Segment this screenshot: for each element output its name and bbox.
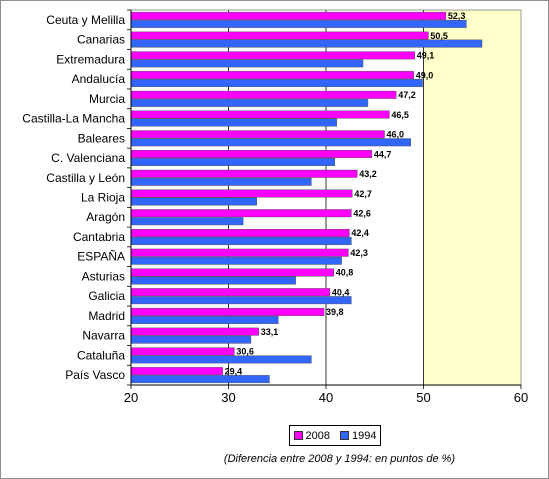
category-label-11: Cantabria xyxy=(73,230,125,244)
data-label-2008-5: 46,5 xyxy=(391,110,409,120)
data-label-2008-2: 49,1 xyxy=(417,51,435,61)
category-label-13: Asturias xyxy=(82,269,125,283)
data-label-2008-4: 47,2 xyxy=(398,90,416,100)
data-label-2008-10: 42,6 xyxy=(353,208,371,218)
bar-1994-18 xyxy=(130,375,270,384)
bar-2008-5 xyxy=(130,110,390,119)
chart-note: (Diferencia entre 2008 y 1994: en puntos… xyxy=(223,453,456,465)
category-label-0: Ceuta y Melilla xyxy=(46,13,125,27)
data-label-2008-16: 33,1 xyxy=(261,327,279,337)
bar-2008-4 xyxy=(130,90,397,99)
x-tick-label-20: 20 xyxy=(124,390,138,405)
plot-area-right xyxy=(423,10,521,385)
bar-2008-12 xyxy=(130,248,349,257)
bar-1994-1 xyxy=(130,39,483,48)
bar-1994-17 xyxy=(130,355,312,364)
bar-1994-11 xyxy=(130,237,352,245)
legend-item-1994: 1994 xyxy=(340,430,376,442)
category-label-8: Castilla y León xyxy=(46,171,125,185)
bar-2008-14 xyxy=(130,288,331,297)
category-label-7: C. Valenciana xyxy=(51,151,125,165)
bar-1994-2 xyxy=(130,59,364,68)
legend-label-1994: 1994 xyxy=(352,429,377,442)
bar-2008-17 xyxy=(130,347,235,356)
category-label-18: País Vasco xyxy=(65,368,125,382)
bar-2008-0 xyxy=(130,11,447,20)
data-label-2008-6: 46,0 xyxy=(387,130,405,140)
x-tick-label-30: 30 xyxy=(221,390,235,405)
bar-1994-14 xyxy=(130,296,352,305)
legend-label-2008: 2008 xyxy=(305,429,330,442)
legend-swatch-1994 xyxy=(340,431,349,440)
bar-1994-13 xyxy=(130,276,296,285)
bar-2008-3 xyxy=(130,71,414,80)
bar-2008-9 xyxy=(130,189,353,198)
category-label-5: Castilla-La Mancha xyxy=(22,112,125,126)
category-label-12: ESPAÑA xyxy=(77,250,125,264)
bar-2008-16 xyxy=(130,327,259,336)
category-label-1: Canarias xyxy=(77,33,125,47)
x-tick-label-40: 40 xyxy=(319,390,333,405)
legend-item-2008: 2008 xyxy=(293,429,330,442)
category-label-6: Baleares xyxy=(78,131,125,145)
data-label-2008-13: 40,8 xyxy=(336,268,354,278)
data-label-2008-18: 29,4 xyxy=(225,366,243,376)
bar-1994-10 xyxy=(130,217,244,226)
category-label-4: Murcia xyxy=(89,92,125,106)
bar-2008-7 xyxy=(130,150,373,158)
category-label-16: Navarra xyxy=(82,329,125,343)
bar-1994-5 xyxy=(130,118,337,127)
category-label-2: Extremadura xyxy=(56,52,125,66)
data-label-2008-8: 43,2 xyxy=(359,169,377,179)
bar-1994-12 xyxy=(130,256,342,265)
data-label-2008-17: 30,6 xyxy=(236,347,254,357)
data-label-2008-0: 52,3 xyxy=(448,11,466,21)
bar-2008-8 xyxy=(130,169,358,178)
x-tick-label-50: 50 xyxy=(416,390,430,405)
bar-2008-1 xyxy=(130,31,429,40)
category-label-3: Andalucía xyxy=(72,72,126,86)
bar-1994-15 xyxy=(130,315,279,324)
bar-1994-0 xyxy=(130,19,467,28)
bar-2008-15 xyxy=(130,307,325,316)
data-label-2008-7: 44,7 xyxy=(374,149,392,159)
category-label-14: Galicia xyxy=(88,289,125,303)
bar-2008-6 xyxy=(130,130,385,139)
data-label-2008-11: 42,4 xyxy=(351,228,369,238)
data-label-2008-3: 49,0 xyxy=(416,70,434,80)
data-label-2008-15: 39,8 xyxy=(326,307,344,317)
bar-1994-16 xyxy=(130,335,252,344)
bar-1994-3 xyxy=(130,79,423,88)
category-label-15: Madrid xyxy=(88,309,125,323)
legend-swatch-2008 xyxy=(293,431,303,440)
data-label-2008-14: 40,4 xyxy=(332,287,350,297)
bar-2008-18 xyxy=(130,367,223,376)
data-label-2008-9: 42,7 xyxy=(354,189,372,199)
data-label-2008-12: 42,3 xyxy=(350,248,368,258)
category-label-17: Cataluña xyxy=(77,348,125,362)
data-label-2008-1: 50,5 xyxy=(430,31,448,41)
bar-2008-11 xyxy=(130,229,350,237)
bar-1994-8 xyxy=(130,177,312,186)
bar-1994-7 xyxy=(130,158,335,166)
bar-2008-13 xyxy=(130,268,335,277)
x-tick-label-60: 60 xyxy=(514,390,528,405)
bar-1994-6 xyxy=(130,138,412,147)
bar-2008-10 xyxy=(130,209,352,218)
bar-2008-2 xyxy=(130,51,415,60)
bar-1994-9 xyxy=(130,197,257,206)
category-label-10: Aragón xyxy=(86,210,125,224)
bar-1994-4 xyxy=(130,98,369,107)
category-label-9: La Rioja xyxy=(81,191,125,205)
legend: 2008 1994 xyxy=(289,425,381,446)
